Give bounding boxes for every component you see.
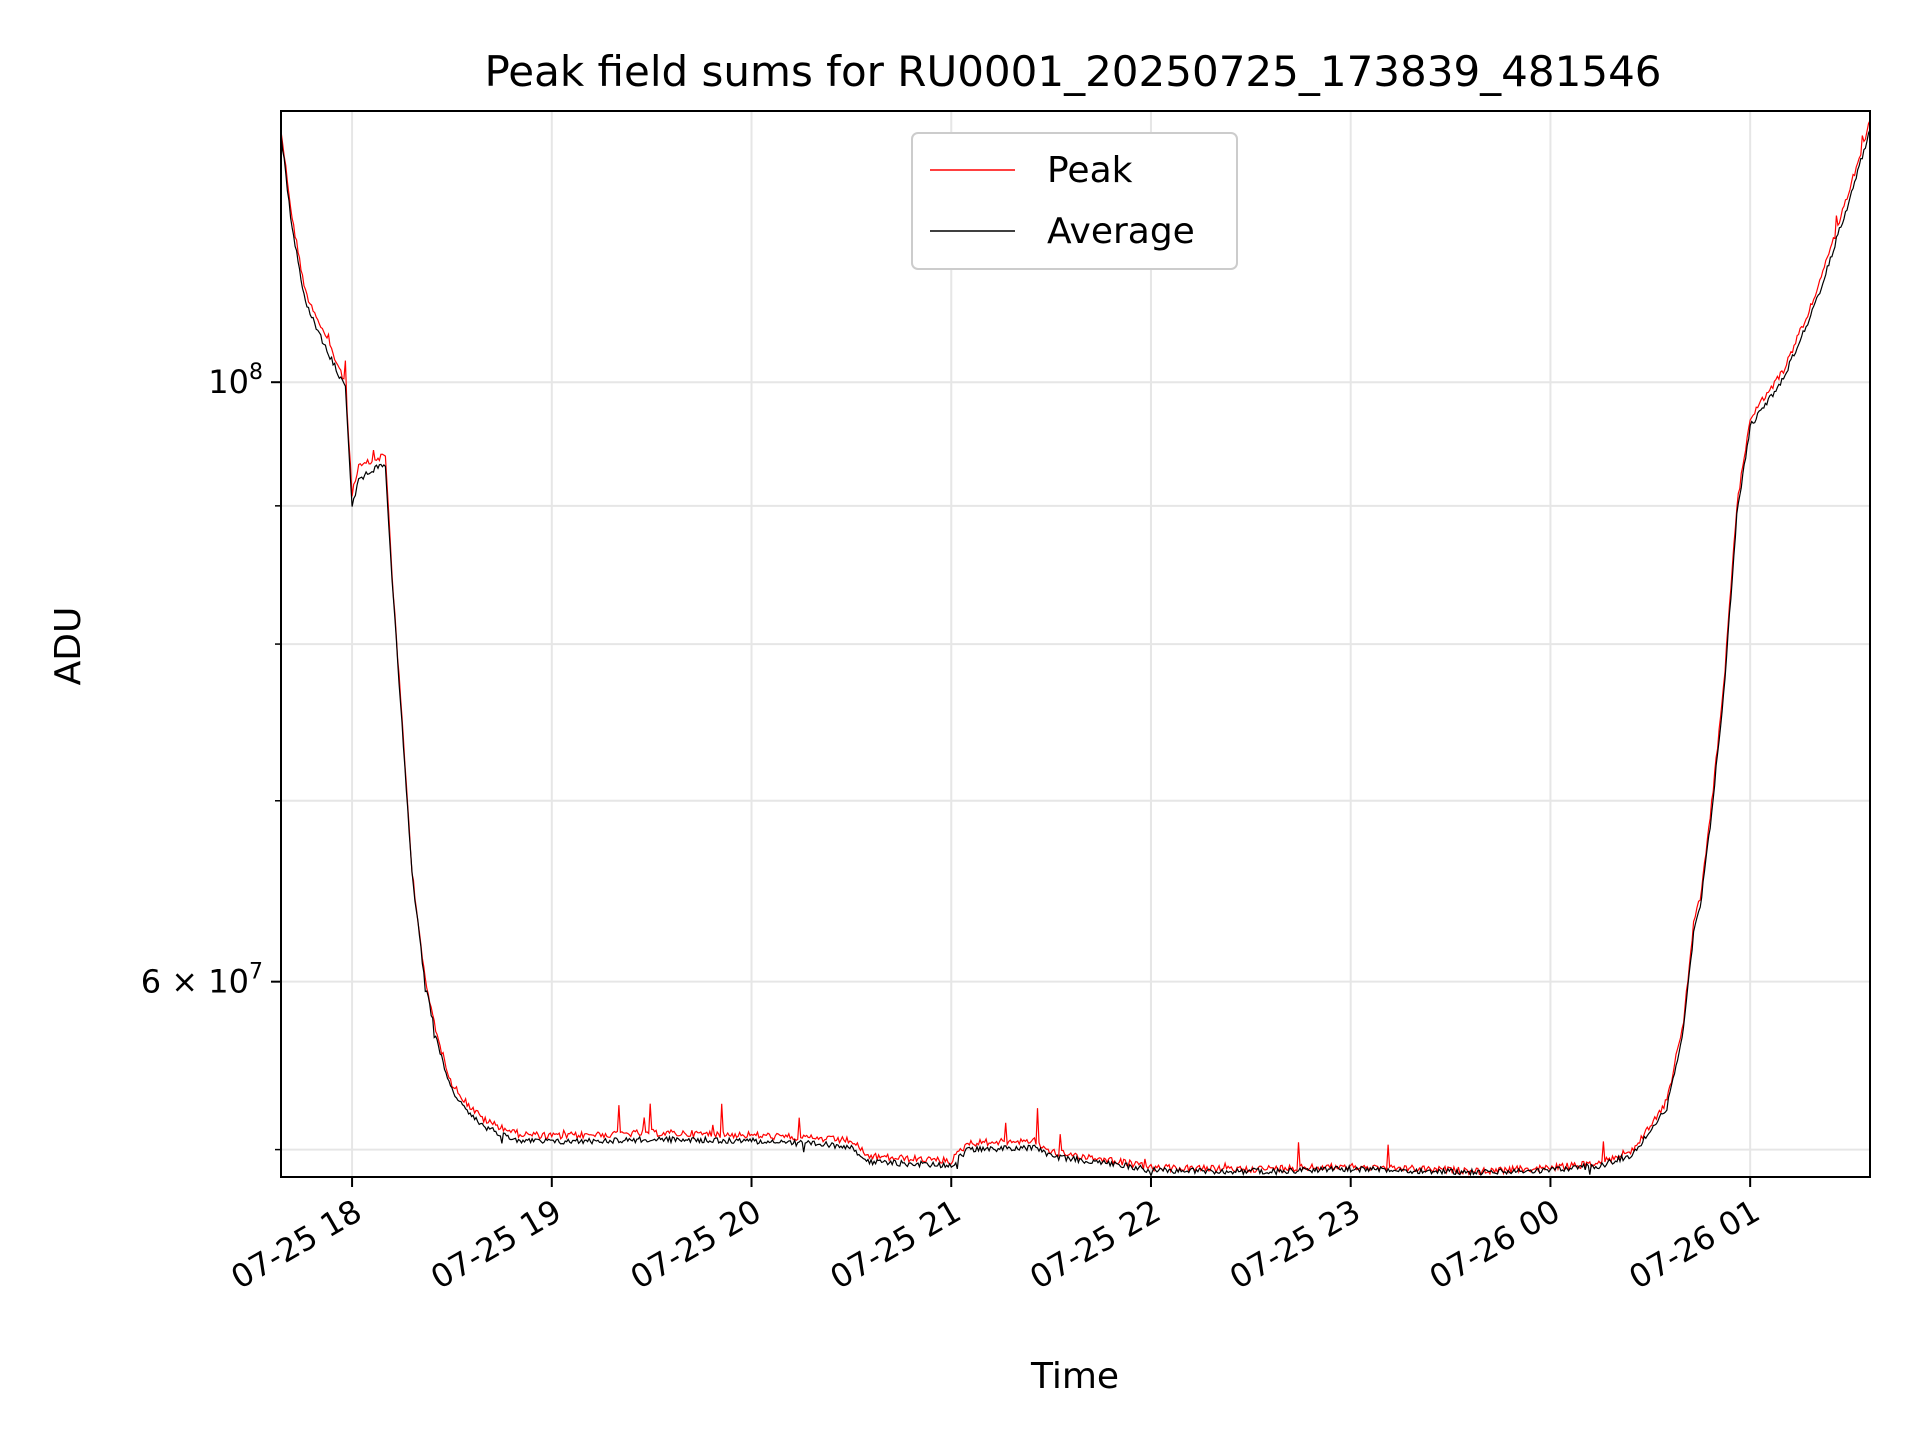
legend-box xyxy=(911,132,1238,270)
y-tick-label: 6 × 107 xyxy=(141,960,263,1001)
y-tick-exponent: 8 xyxy=(249,360,263,385)
legend-label-average: Average xyxy=(1047,211,1195,252)
legend: Peak Average xyxy=(911,132,1238,270)
y-tick-base: 10 xyxy=(208,963,249,1001)
y-tick-label: 108 xyxy=(208,360,263,401)
x-axis-label: Time xyxy=(1030,1356,1119,1397)
grid xyxy=(281,111,1870,1177)
series-line-peak xyxy=(280,120,1871,1176)
plot-lines xyxy=(280,120,1871,1178)
y-tick-mantissa: 6 × xyxy=(141,963,209,1001)
chart-title: Peak field sums for RU0001_20250725_1738… xyxy=(484,47,1661,96)
y-axis-label: ADU xyxy=(48,607,89,686)
legend-label-peak: Peak xyxy=(1047,150,1133,191)
series-line-average xyxy=(280,129,1871,1178)
y-tick-exponent: 7 xyxy=(249,960,263,985)
y-tick-base: 10 xyxy=(208,363,249,401)
